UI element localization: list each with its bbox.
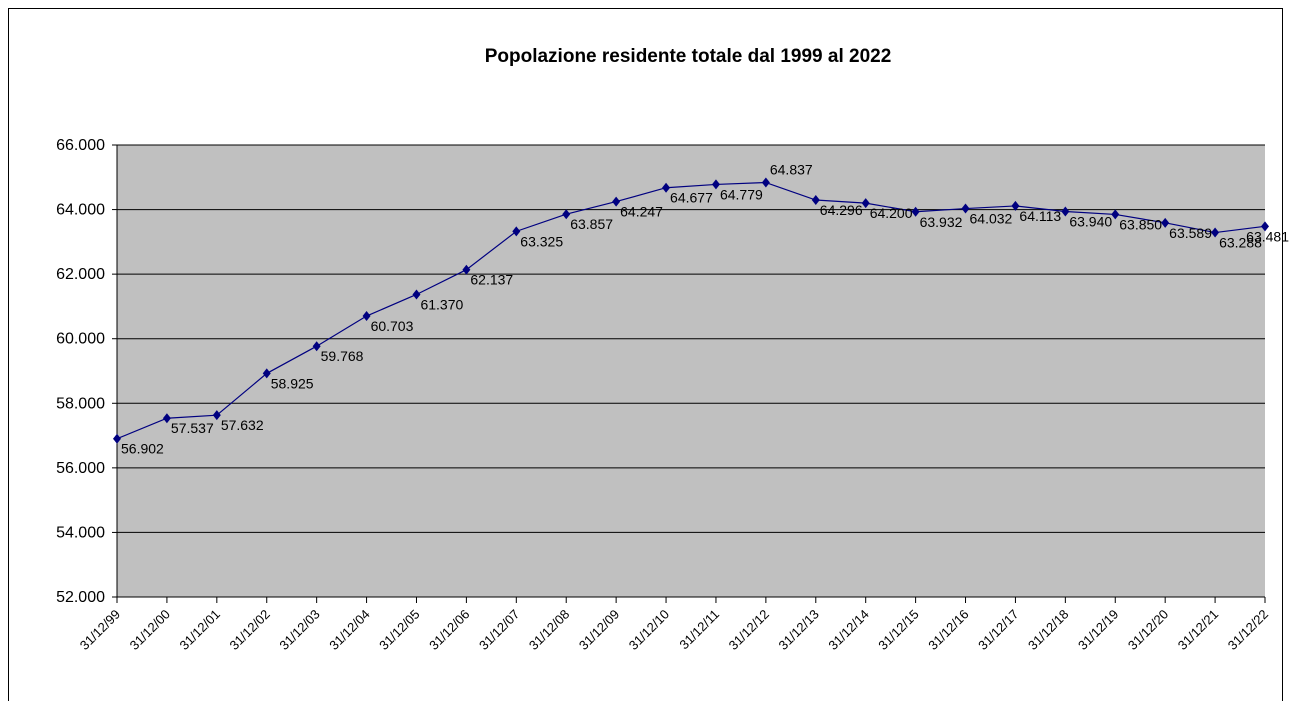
data-point [711,179,720,190]
data-point [312,341,321,352]
data-label: 64.200 [870,205,913,221]
data-point [113,433,121,444]
y-tick-label: 56.000 [56,460,105,477]
data-label: 57.632 [221,417,264,433]
data-label: 63.325 [520,233,563,249]
data-label: 63.940 [1069,214,1112,230]
y-tick-label: 66.000 [56,137,105,154]
y-tick-label: 60.000 [56,331,105,348]
y-tick-label: 54.000 [56,524,105,541]
data-line [116,181,1266,440]
data-point [612,196,621,207]
data-point [562,209,571,220]
data-label: 64.247 [620,204,663,220]
data-point [1111,209,1120,220]
data-point [811,195,820,206]
y-tick-label: 64.000 [56,202,105,219]
data-point [1061,206,1070,217]
data-point [662,182,671,193]
y-tick-label: 62.000 [56,266,105,283]
data-point [162,413,171,424]
chart-title: Popolazione residente totale dal 1999 al… [485,46,892,67]
data-point [412,289,421,300]
data-label: 63.589 [1169,225,1212,241]
data-point [1011,200,1020,211]
data-point [861,198,870,209]
data-point [1211,227,1220,238]
data-point [961,203,970,214]
data-label: 63.288 [1219,235,1262,251]
data-label: 64.032 [970,211,1013,227]
data-label: 57.537 [171,420,214,436]
y-tick-label: 52.000 [56,589,105,606]
data-point [1261,221,1269,232]
data-point [212,410,221,421]
data-label: 63.857 [570,216,613,232]
data-label: 63.932 [920,214,963,230]
data-point [1161,217,1170,228]
data-label: 59.768 [321,348,364,364]
data-point [362,311,371,322]
data-label: 61.370 [420,296,463,312]
data-label: 56.902 [121,441,164,457]
data-label: 64.779 [720,186,763,202]
data-point [911,206,920,217]
data-label: 63.481 [1246,228,1289,244]
data-point [462,264,471,275]
data-label: 64.677 [670,190,713,206]
data-label: 58.925 [271,375,314,391]
data-label: 64.113 [1019,208,1061,224]
data-label: 63.850 [1119,216,1162,232]
data-point [512,226,521,237]
data-label: 64.296 [820,202,863,218]
data-label: 64.837 [770,162,813,178]
y-tick-label: 58.000 [56,395,105,412]
data-point [262,368,271,379]
data-point [761,177,770,188]
plot-area [117,145,1265,597]
data-label: 60.703 [371,318,414,334]
data-label: 62.137 [470,272,513,288]
